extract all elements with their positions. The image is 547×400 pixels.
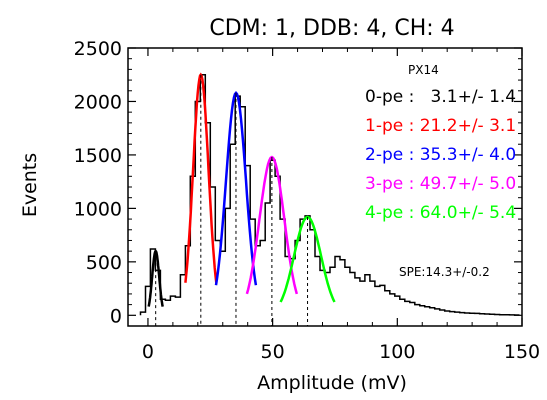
y-tick-label: 1000	[74, 198, 122, 220]
y-tick-label: 1500	[74, 145, 122, 167]
fit-curve-2-pe	[214, 91, 258, 286]
pixel-id-label: PX14	[408, 63, 439, 77]
x-axis-label: Amplitude (mV)	[257, 372, 407, 394]
fit-result-line: 0-pe : 3.1+/- 1.4	[365, 87, 516, 107]
fit-result-line: 3-pe : 49.7+/- 5.0	[365, 174, 516, 194]
y-axis-label: Events	[19, 153, 41, 217]
chart-title: CDM: 1, DDB: 4, CH: 4	[209, 16, 454, 41]
x-tick-label: 150	[504, 341, 540, 363]
x-tick-label: 100	[379, 341, 415, 363]
fit-result-line: 1-pe : 21.2+/- 3.1	[365, 116, 516, 136]
y-tick-label: 0	[110, 305, 122, 327]
annotations: PX14 SPE:14.3+/-0.2 0-pe : 3.1+/- 1.4 1-p…	[365, 63, 516, 279]
plot-layer	[139, 72, 520, 326]
x-tick-label: 50	[261, 341, 285, 363]
y-tick-label: 2500	[74, 38, 122, 60]
fit-result-line: 4-pe : 64.0+/- 5.4	[365, 203, 516, 223]
x-tick-label: 0	[142, 341, 154, 363]
fit-curve-4-pe	[279, 215, 336, 303]
fit-curve-1-pe	[184, 72, 218, 283]
fit-result-line: 2-pe : 35.3+/- 4.0	[365, 145, 516, 165]
y-tick-label: 500	[86, 252, 122, 274]
spe-label: SPE:14.3+/-0.2	[399, 265, 490, 279]
y-tick-label: 2000	[74, 91, 122, 113]
